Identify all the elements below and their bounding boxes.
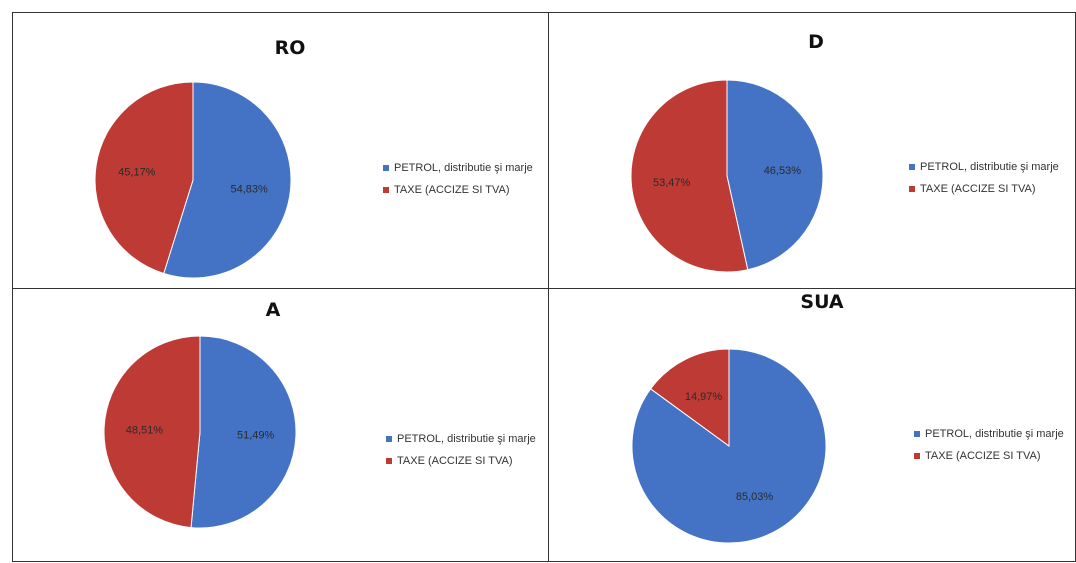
pie-slice-taxe [94,81,194,275]
legend-item-taxe: TAXE (ACCIZE SI TVA) [383,181,533,199]
slice-label-taxe: 48,51% [126,424,164,436]
legend: PETROL, distributie şi marje TAXE (ACCIZ… [386,430,536,474]
legend-item-taxe: TAXE (ACCIZE SI TVA) [914,447,1064,465]
legend-label: TAXE (ACCIZE SI TVA) [397,455,513,467]
legend-item-petrol: PETROL, distributie şi marje [909,158,1059,176]
legend-label: TAXE (ACCIZE SI TVA) [920,183,1036,195]
legend-swatch-taxe [383,187,389,193]
legend-label: TAXE (ACCIZE SI TVA) [394,184,510,196]
pie-chart-sua: 85,03% 14,97% [631,348,827,544]
legend-swatch-petrol [914,431,920,437]
chart-title: SUA [800,291,844,313]
legend-swatch-taxe [909,186,915,192]
slice-label-taxe: 45,17% [118,166,156,178]
pie-chart-d: 46,53% 53,47% [630,79,824,273]
chart-panel-sua: 85,03% 14,97% SUA PETROL, distributie şi … [548,288,1076,562]
legend-item-petrol: PETROL, distributie şi marje [386,430,536,448]
slice-label-petrol: 51,49% [237,430,275,442]
legend-label: PETROL, distributie şi marje [920,161,1059,173]
pie-slice-petrol [726,79,824,271]
legend: PETROL, distributie şi marje TAXE (ACCIZ… [383,159,533,203]
pie-slice-petrol [163,81,292,279]
legend-item-petrol: PETROL, distributie şi marje [914,425,1064,443]
legend-label: PETROL, distributie şi marje [925,428,1064,440]
legend-swatch-taxe [386,458,392,464]
chart-title: A [265,299,281,321]
pie-chart-ro: 54,83% 45,17% [94,81,292,279]
legend-swatch-petrol [383,165,389,171]
pie-slice-taxe [630,79,749,273]
chart-title: RO [274,37,306,59]
pie-slice-petrol [190,335,297,529]
legend-swatch-petrol [386,436,392,442]
legend-item-taxe: TAXE (ACCIZE SI TVA) [909,180,1059,198]
legend-swatch-petrol [909,164,915,170]
legend-item-petrol: PETROL, distributie şi marje [383,159,533,177]
slice-label-petrol: 46,53% [764,165,802,177]
pie-chart-a: 51,49% 48,51% [103,335,297,529]
pie-slice-taxe [649,348,730,447]
pie-slice-taxe [103,335,201,529]
slice-label-petrol: 54,83% [231,184,269,196]
legend: PETROL, distributie şi marje TAXE (ACCIZ… [914,425,1064,469]
legend-item-taxe: TAXE (ACCIZE SI TVA) [386,452,536,470]
chart-title: D [808,31,824,53]
legend-label: PETROL, distributie şi marje [394,162,533,174]
chart-panel-ro: 54,83% 45,17% RO PETROL, distributie şi m… [12,12,549,289]
legend: PETROL, distributie şi marje TAXE (ACCIZ… [909,158,1059,202]
legend-label: TAXE (ACCIZE SI TVA) [925,450,1041,462]
legend-label: PETROL, distributie şi marje [397,433,536,445]
legend-swatch-taxe [914,453,920,459]
chart-panel-a: 51,49% 48,51% A PETROL, distributie şi ma… [12,288,549,562]
slice-label-petrol: 85,03% [736,491,774,503]
slice-label-taxe: 14,97% [685,391,723,403]
slice-label-taxe: 53,47% [653,177,691,189]
chart-panel-d: 46,53% 53,47% D PETROL, distributie şi ma… [548,12,1076,289]
